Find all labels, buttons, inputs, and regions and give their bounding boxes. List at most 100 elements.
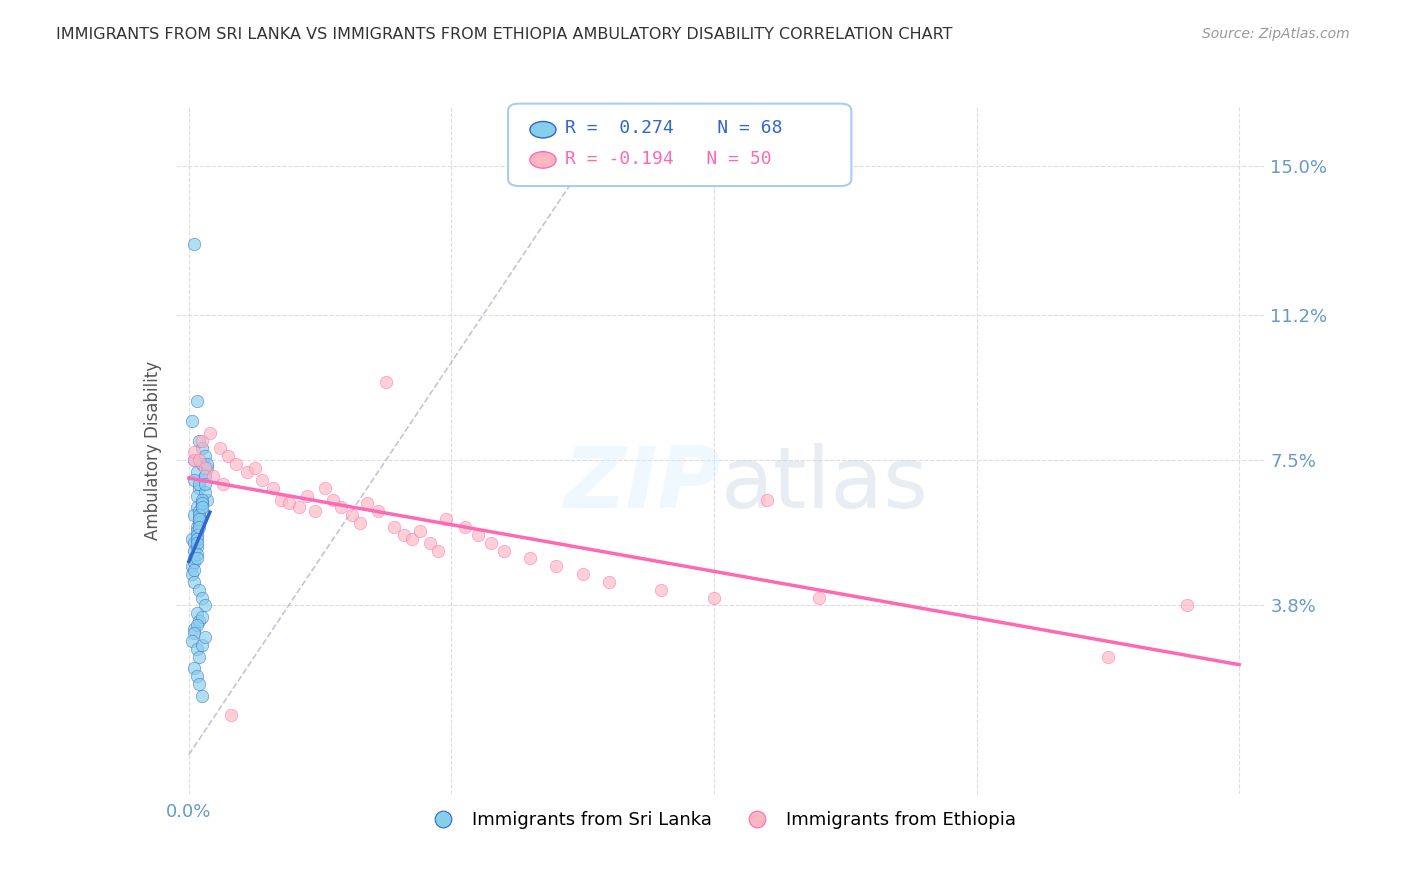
Point	[225, 457, 247, 471]
Point	[186, 540, 208, 554]
Point	[191, 434, 214, 448]
Point	[186, 489, 208, 503]
Point	[201, 469, 224, 483]
Point	[322, 492, 344, 507]
Point	[277, 496, 299, 510]
Point	[546, 559, 568, 574]
Point	[288, 500, 311, 515]
Point	[252, 473, 274, 487]
Point	[188, 512, 211, 526]
Point	[186, 548, 208, 562]
Point	[188, 614, 211, 628]
Point	[183, 237, 205, 252]
Point	[262, 481, 284, 495]
Point	[183, 445, 205, 459]
Point	[194, 450, 217, 464]
Point	[186, 500, 208, 515]
Point	[180, 559, 202, 574]
Point	[419, 535, 441, 549]
Legend: Immigrants from Sri Lanka, Immigrants from Ethiopia: Immigrants from Sri Lanka, Immigrants fr…	[418, 804, 1024, 837]
Point	[356, 496, 378, 510]
Circle shape	[530, 152, 555, 169]
Point	[186, 532, 208, 546]
Point	[186, 524, 208, 538]
Point	[183, 555, 205, 569]
Text: 0.0%: 0.0%	[166, 803, 211, 821]
Point	[188, 504, 211, 518]
Point	[186, 528, 208, 542]
Point	[183, 543, 205, 558]
Point	[427, 543, 450, 558]
Point	[304, 504, 326, 518]
Point	[270, 492, 292, 507]
Point	[195, 492, 218, 507]
Point	[183, 508, 205, 523]
Point	[191, 610, 214, 624]
Text: R =  0.274    N = 68: R = 0.274 N = 68	[565, 120, 782, 137]
Point	[191, 689, 214, 703]
Point	[1175, 599, 1198, 613]
Point	[492, 543, 515, 558]
Point	[467, 528, 489, 542]
Point	[382, 520, 405, 534]
Point	[198, 425, 221, 440]
Point	[186, 394, 208, 409]
Point	[808, 591, 831, 605]
Point	[188, 649, 211, 664]
Point	[188, 476, 211, 491]
Point	[598, 574, 620, 589]
Point	[191, 496, 214, 510]
Point	[571, 567, 593, 582]
Point	[191, 500, 214, 515]
Text: R = -0.194   N = 50: R = -0.194 N = 50	[565, 150, 772, 168]
Point	[180, 567, 202, 582]
Circle shape	[530, 121, 555, 138]
Point	[314, 481, 336, 495]
Point	[349, 516, 371, 530]
FancyBboxPatch shape	[508, 103, 852, 186]
Point	[188, 582, 211, 597]
Point	[212, 476, 235, 491]
Point	[183, 574, 205, 589]
Point	[186, 641, 208, 656]
Point	[183, 626, 205, 640]
Point	[188, 516, 211, 530]
Point	[188, 453, 211, 467]
Point	[340, 508, 363, 523]
Point	[180, 532, 202, 546]
Point	[188, 677, 211, 691]
Point	[409, 524, 432, 538]
Point	[519, 551, 541, 566]
Point	[453, 520, 475, 534]
Point	[195, 461, 218, 475]
Point	[183, 551, 205, 566]
Point	[194, 630, 217, 644]
Point	[180, 414, 202, 428]
Point	[401, 532, 423, 546]
Point	[188, 508, 211, 523]
Point	[194, 476, 217, 491]
Point	[186, 535, 208, 549]
Point	[183, 453, 205, 467]
Point	[330, 500, 353, 515]
Text: IMMIGRANTS FROM SRI LANKA VS IMMIGRANTS FROM ETHIOPIA AMBULATORY DISABILITY CORR: IMMIGRANTS FROM SRI LANKA VS IMMIGRANTS …	[56, 27, 953, 42]
Point	[191, 591, 214, 605]
Point	[1097, 649, 1119, 664]
Point	[194, 484, 217, 499]
Point	[188, 434, 211, 448]
Point	[374, 375, 396, 389]
Point	[217, 450, 239, 464]
Point	[188, 512, 211, 526]
Point	[188, 520, 211, 534]
Point	[191, 492, 214, 507]
Point	[479, 535, 502, 549]
Point	[392, 528, 415, 542]
Point	[650, 582, 672, 597]
Point	[186, 669, 208, 683]
Point	[755, 492, 778, 507]
Point	[194, 599, 217, 613]
Point	[367, 504, 389, 518]
Point	[186, 465, 208, 479]
Point	[191, 496, 214, 510]
Point	[209, 442, 232, 456]
